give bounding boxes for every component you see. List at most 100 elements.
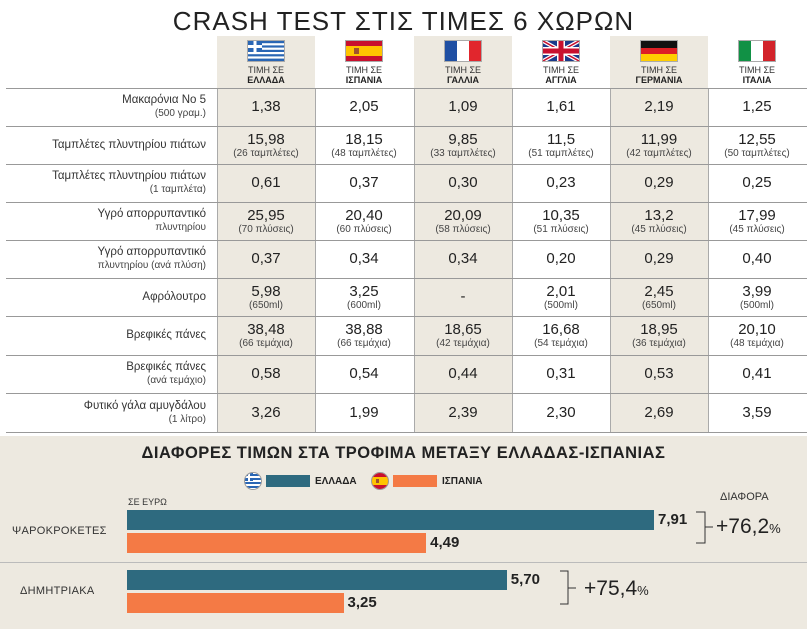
price-cell: 1,09	[414, 99, 512, 115]
column-header-top: ΤΙΜΗ ΣΕ	[345, 65, 383, 75]
column-header-top: ΤΙΜΗ ΣΕ	[640, 65, 678, 75]
price-cell: 13,2 (45 πλύσεις)	[610, 206, 708, 235]
price-value: 0,34	[448, 250, 478, 267]
row-label-main: Ταμπλέτες πλυντηρίου πιάτων	[52, 138, 206, 151]
price-cell: 0,34	[315, 251, 413, 267]
row-label-note: πλυντηρίου (ανά πλύση)	[97, 260, 206, 271]
price-cell: 12,55 (50 ταμπλέτες)	[708, 131, 806, 159]
italy-flag-icon	[738, 40, 776, 62]
column-header: ΤΙΜΗ ΣΕ ΓΑΛΛΙΑ	[414, 40, 512, 85]
price-value: -	[460, 288, 466, 305]
price-value: 1,61	[546, 98, 576, 115]
price-note: (66 τεμάχια)	[239, 338, 293, 349]
price-value: 5,98	[251, 282, 281, 300]
price-cell: 2,45 (650ml)	[610, 283, 708, 311]
row-divider	[6, 393, 807, 394]
row-divider	[6, 355, 807, 356]
spain-flag-icon	[371, 472, 389, 490]
price-note: (70 πλύσεις)	[238, 223, 294, 235]
row-divider	[6, 316, 807, 317]
column-header-country: ΕΛΛΑΔΑ	[247, 75, 285, 85]
price-value: 0,53	[644, 365, 674, 382]
price-value: 17,99	[738, 206, 776, 224]
row-label: Μακαρόνια Νο 5 (500 γραμ.)	[6, 94, 206, 120]
price-value: 3,99	[742, 282, 772, 300]
price-cell: 0,37	[315, 175, 413, 191]
bar-value-label: 4,49	[430, 534, 460, 551]
row-label: Ταμπλέτες πλυντηρίου πιάτων	[6, 139, 206, 152]
price-cell: 0,40	[708, 251, 806, 267]
row-label: Φυτικό γάλα αμυγδάλου (1 λίτρο)	[6, 400, 206, 426]
price-value: 1,25	[742, 98, 772, 115]
price-cell: 0,30	[414, 175, 512, 191]
price-cell: 15,98 (26 ταμπλέτες)	[217, 131, 315, 159]
column-divider	[708, 88, 709, 432]
price-note: (54 τεμάχια)	[534, 338, 588, 349]
price-value: 0,37	[251, 250, 281, 267]
price-cell: 0,23	[512, 175, 610, 191]
column-header-country: ΙΤΑΛΙΑ	[742, 75, 772, 85]
bar-value-label: 7,91	[658, 511, 688, 528]
column-divider	[414, 88, 415, 432]
price-note: (45 πλύσεις)	[729, 223, 785, 235]
price-cell: 0,44	[414, 366, 512, 382]
price-value: 18,15	[345, 130, 383, 148]
price-value: 1,09	[448, 98, 478, 115]
column-header: ΤΙΜΗ ΣΕ ΓΕΡΜΑΝΙΑ	[610, 40, 708, 85]
price-note: (60 πλύσεις)	[336, 223, 392, 235]
column-header-top: ΤΙΜΗ ΣΕ	[247, 65, 285, 75]
price-value: 0,25	[742, 174, 772, 191]
row-divider	[6, 432, 807, 433]
price-cell: 1,25	[708, 99, 806, 115]
column-header-country: ΑΓΓΛΙΑ	[545, 75, 577, 85]
price-cell: 20,10 (48 τεμάχια)	[708, 322, 806, 350]
price-value: 0,34	[349, 250, 379, 267]
price-value: 18,95	[640, 321, 678, 338]
price-note: (33 ταμπλέτες)	[430, 147, 496, 159]
column-header: ΤΙΜΗ ΣΕ ΕΛΛΑΔΑ	[217, 40, 315, 85]
price-note: (650ml)	[642, 299, 676, 311]
price-cell: 0,25	[708, 175, 806, 191]
price-value: 2,69	[644, 403, 674, 421]
price-cell: 0,41	[708, 366, 806, 382]
price-note: (500ml)	[544, 299, 578, 311]
price-value: 0,54	[349, 365, 379, 382]
price-cell: 18,95 (36 τεμάχια)	[610, 321, 708, 350]
price-cell: 10,35 (51 πλύσεις)	[512, 207, 610, 235]
price-value: 3,26	[251, 403, 281, 421]
row-divider	[6, 240, 807, 241]
price-value: 0,44	[448, 365, 478, 382]
price-note: (42 τεμάχια)	[436, 338, 490, 349]
price-value: 16,68	[542, 321, 580, 338]
price-cell: 0,34	[414, 251, 512, 267]
diff-value-1: +76,2%	[716, 515, 781, 538]
legend-swatch-spain	[393, 475, 437, 487]
row-divider	[6, 88, 807, 89]
column-header-top: ΤΙΜΗ ΣΕ	[738, 65, 776, 75]
row-label-main: Υγρό απορρυπαντικό	[97, 246, 206, 258]
price-value: 13,2	[644, 206, 674, 224]
price-cell: 1,99	[315, 404, 413, 421]
price-note: (500ml)	[740, 299, 774, 311]
column-divider	[610, 88, 611, 432]
bar-greece	[127, 510, 654, 530]
diff-header: ΔΙΑΦΟΡΑ	[720, 491, 769, 503]
price-cell: 2,01 (500ml)	[512, 283, 610, 311]
row-label-main: Υγρό απορρυπαντικό	[97, 208, 206, 220]
price-cell: 17,99 (45 πλύσεις)	[708, 206, 806, 235]
price-cell: 20,09 (58 πλύσεις)	[414, 206, 512, 235]
price-note: (650ml)	[249, 299, 283, 311]
row-label: Υγρό απορρυπαντικό πλυντηρίου	[6, 208, 206, 234]
price-value: 3,59	[742, 403, 772, 421]
price-value: 20,09	[444, 206, 482, 224]
row-label-note: (ανά τεμάχιο)	[147, 375, 206, 386]
price-cell: 20,40 (60 πλύσεις)	[315, 207, 413, 235]
row-label: Αφρόλουτρο	[6, 291, 206, 304]
price-cell: 0,61	[217, 175, 315, 191]
bar-value-label: 5,70	[510, 571, 540, 588]
price-cell: 3,59	[708, 403, 806, 421]
row-label-main: Αφρόλουτρο	[142, 290, 206, 303]
price-value: 0,61	[251, 174, 281, 191]
price-cell: 11,99 (42 ταμπλέτες)	[610, 131, 708, 159]
diff-value-2: +75,4%	[584, 577, 649, 600]
